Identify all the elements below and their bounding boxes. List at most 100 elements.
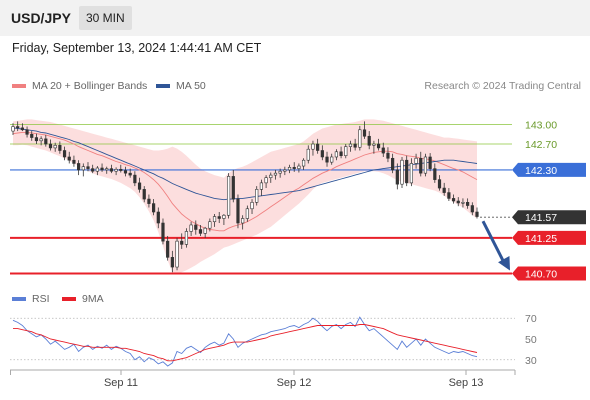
- candle-body: [16, 126, 20, 129]
- 9ma-swatch: [62, 297, 76, 302]
- level-tag-2: 142.30: [512, 162, 586, 177]
- candle-20: [105, 166, 109, 174]
- candle-body: [259, 182, 264, 190]
- candle-body: [466, 202, 470, 206]
- candle-body: [330, 156, 334, 163]
- candle-body: [226, 176, 231, 216]
- candle-87: [419, 151, 423, 177]
- candle-37: [184, 228, 189, 248]
- candle-body: [198, 229, 203, 234]
- candle-body: [433, 168, 437, 180]
- current-price-tag: [512, 210, 586, 225]
- candle-body: [39, 138, 43, 142]
- datetime-label: Friday, September 13, 2024 1:44:41 AM CE…: [12, 41, 262, 55]
- candle-7: [44, 134, 48, 147]
- candle-body: [325, 156, 329, 163]
- candle-18: [95, 166, 99, 176]
- candle-35: [175, 237, 179, 271]
- candle-9: [53, 142, 57, 152]
- level-label-0: 143.00: [525, 120, 557, 132]
- candle-89: [428, 153, 432, 172]
- candle-39: [194, 220, 198, 235]
- symbol-label: USD/JPY: [11, 10, 71, 26]
- candle-body: [123, 170, 128, 174]
- candle-16: [86, 162, 90, 172]
- candle-61: [297, 163, 301, 173]
- candle-96: [461, 198, 465, 208]
- candle-body: [25, 129, 29, 135]
- candle-12: [67, 151, 71, 164]
- candle-body: [137, 182, 142, 190]
- candle-28: [142, 186, 146, 203]
- candle-22: [114, 167, 118, 176]
- candle-body: [320, 150, 324, 158]
- candle-83: [400, 156, 404, 189]
- candle-body: [437, 179, 442, 189]
- candle-body: [287, 167, 292, 171]
- candle-body: [212, 216, 217, 223]
- timeframe-button[interactable]: 30 MIN: [79, 6, 132, 30]
- candle-body: [194, 224, 198, 230]
- candle-body: [62, 150, 67, 158]
- candle-92: [442, 182, 446, 196]
- candle-body: [236, 198, 240, 224]
- candle-body: [451, 198, 456, 202]
- legend-ma50: MA 50: [156, 80, 206, 92]
- level-tag-bg-4: [512, 266, 586, 281]
- candle-body: [292, 167, 296, 169]
- candle-body: [105, 168, 109, 171]
- candle-body: [72, 159, 76, 164]
- candle-body: [217, 216, 221, 219]
- candle-63: [306, 145, 310, 164]
- candle-body: [306, 148, 310, 161]
- candle-body: [273, 172, 278, 176]
- candle-body: [428, 156, 432, 169]
- candle-body: [400, 159, 404, 185]
- candle-body: [264, 177, 268, 184]
- candle-64: [311, 140, 315, 156]
- candle-body: [100, 167, 104, 171]
- candle-body: [278, 170, 282, 174]
- candle-66: [320, 145, 324, 161]
- candle-32: [161, 218, 165, 245]
- candle-body: [283, 169, 287, 172]
- rsi-tick-label-2: 30: [525, 355, 537, 367]
- level-label-4: 140.70: [525, 269, 557, 281]
- candle-body: [405, 159, 409, 184]
- candle-75: [362, 121, 367, 139]
- candle-body: [423, 156, 428, 174]
- candle-body: [372, 143, 376, 146]
- candle-body: [53, 145, 57, 149]
- candle-body: [77, 163, 81, 171]
- candle-body: [461, 202, 465, 204]
- candle-38: [189, 221, 193, 236]
- level-label-3: 141.25: [525, 233, 557, 245]
- bollinger-band: [13, 119, 477, 274]
- candle-8: [48, 139, 53, 151]
- rsi-tick-label-1: 50: [525, 334, 537, 346]
- candle-body: [189, 224, 193, 232]
- candle-body: [11, 126, 15, 132]
- candle-93: [447, 188, 451, 202]
- rsi-ma9-line: [13, 324, 478, 362]
- candle-body: [475, 211, 479, 217]
- candle-body: [245, 208, 249, 219]
- level-tag-bg-3: [512, 230, 586, 245]
- candle-body: [344, 146, 348, 156]
- candle-27: [137, 177, 142, 193]
- candle-1: [16, 121, 20, 132]
- rsi-tick-label-0: 70: [525, 313, 537, 325]
- candle-97: [466, 198, 470, 209]
- candle-42: [208, 218, 212, 232]
- candle-body: [133, 174, 137, 184]
- candle-body: [231, 176, 235, 200]
- candle-17: [91, 164, 95, 174]
- rsi-line: [12, 316, 478, 367]
- candle-body: [339, 151, 343, 156]
- candle-45: [222, 213, 226, 225]
- candle-body: [128, 172, 132, 176]
- candle-body: [255, 189, 259, 203]
- candle-70: [339, 146, 343, 159]
- candle-body: [442, 187, 446, 193]
